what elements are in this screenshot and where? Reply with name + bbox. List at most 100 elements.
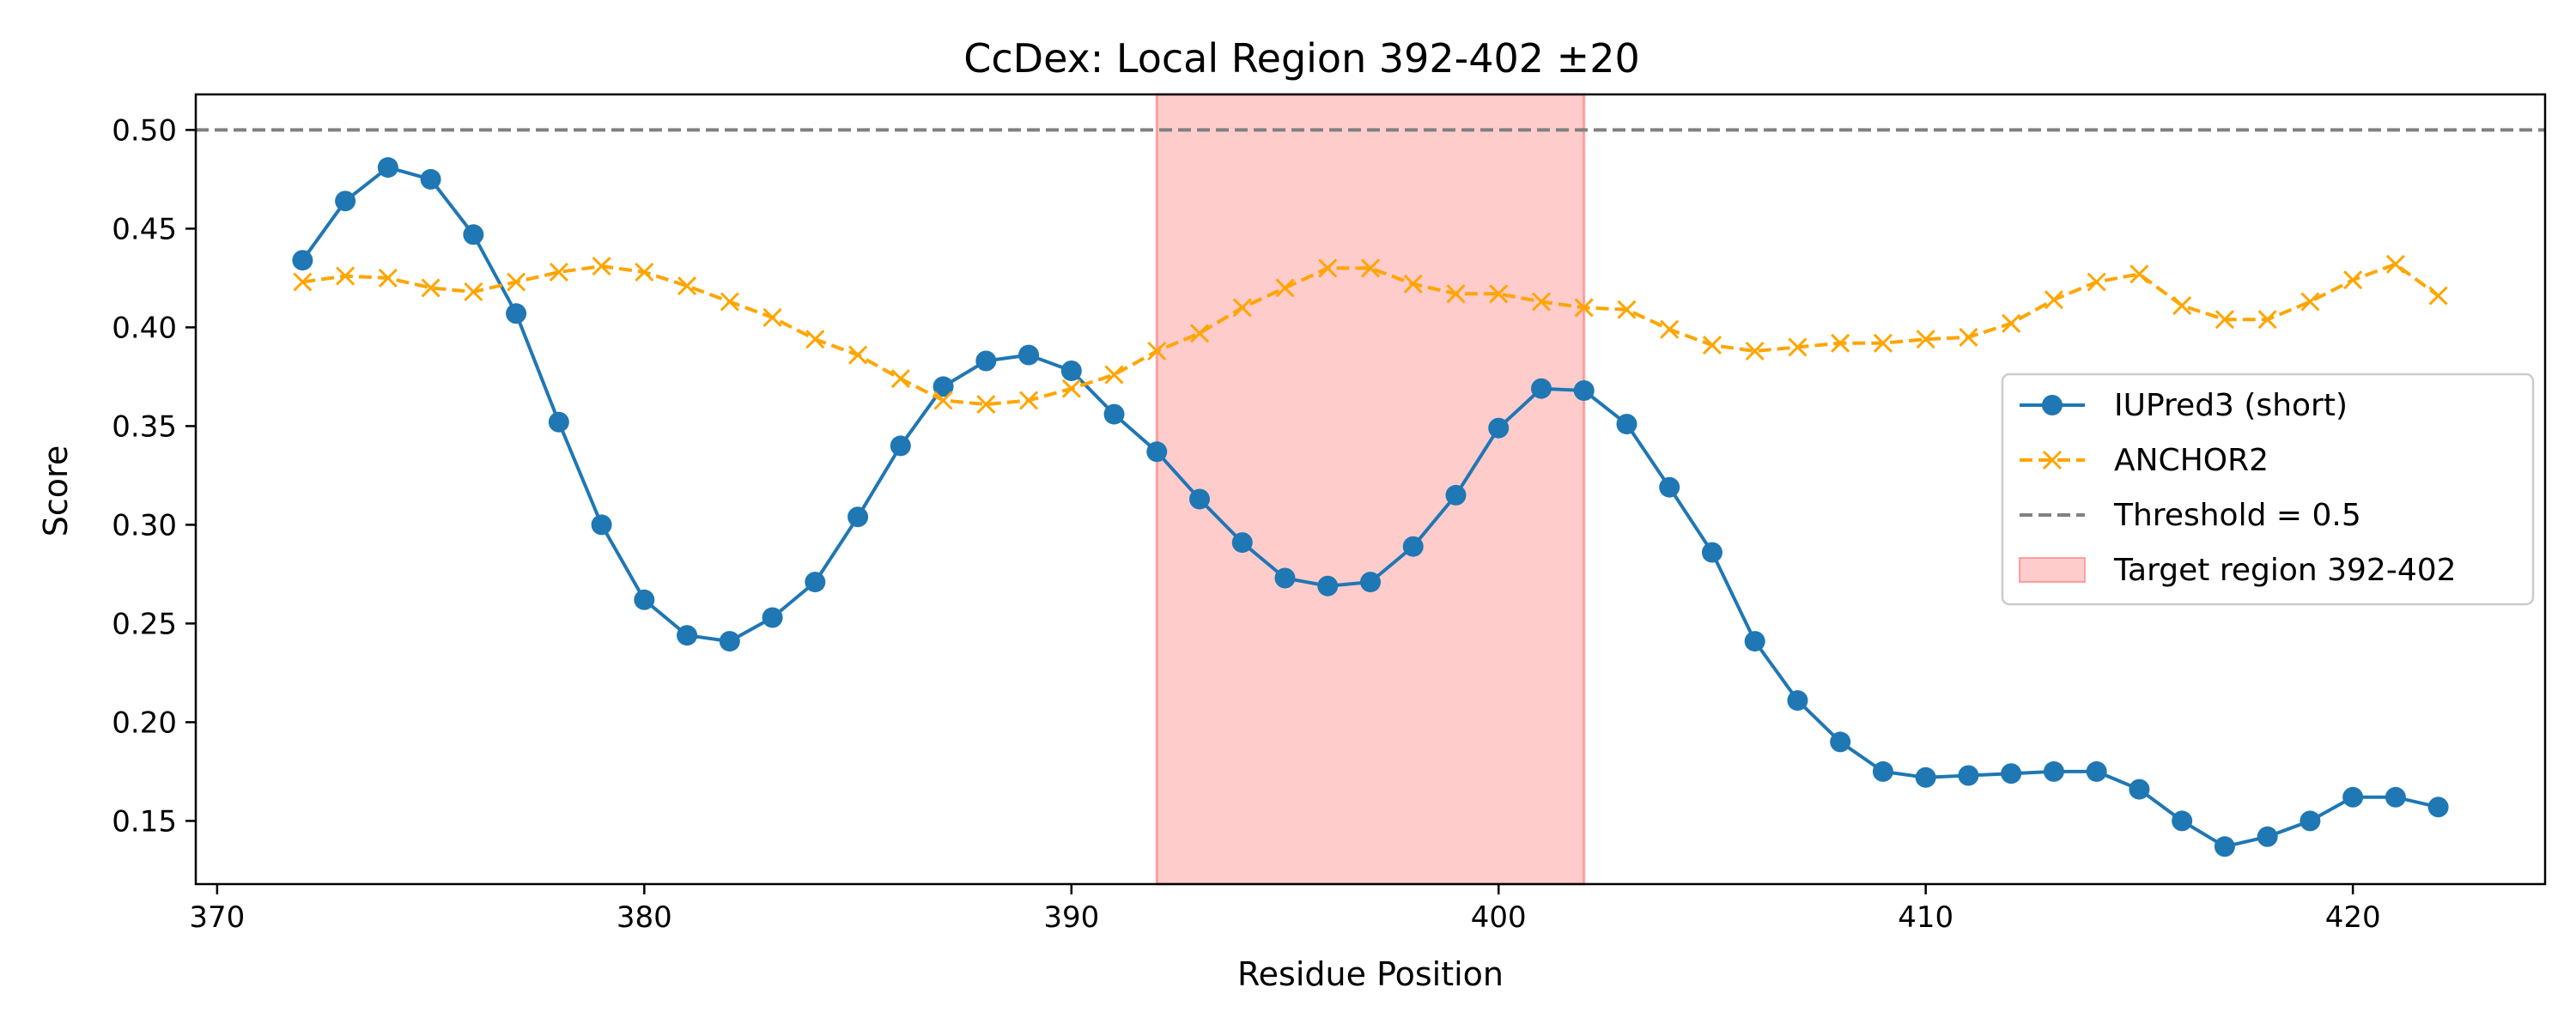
- legend-swatch: [2019, 557, 2086, 583]
- data-point: [592, 257, 611, 276]
- data-point: [1060, 360, 1082, 381]
- data-point: [2300, 810, 2321, 832]
- data-point: [1745, 341, 1765, 361]
- y-tick-label: 0.20: [112, 706, 177, 740]
- data-point: [805, 330, 825, 349]
- y-tick-label: 0.50: [112, 113, 177, 148]
- data-point: [2002, 313, 2021, 333]
- data-point: [2257, 826, 2278, 847]
- data-point: [378, 268, 398, 288]
- data-point: [1147, 341, 1167, 361]
- data-point: [507, 272, 526, 292]
- marker-stroke: [890, 369, 910, 389]
- marker-stroke: [1959, 327, 1978, 347]
- marker-stroke: [1489, 284, 1509, 304]
- data-point: [1616, 414, 1637, 435]
- data-point: [2342, 786, 2364, 808]
- marker-stroke: [592, 257, 611, 276]
- legend-marker: [2042, 450, 2063, 470]
- data-point: [2427, 797, 2449, 818]
- y-tick-label: 0.35: [112, 409, 177, 444]
- data-point: [1104, 365, 1124, 385]
- x-tick-label: 390: [1043, 900, 1099, 935]
- marker-stroke: [2044, 290, 2063, 310]
- data-point: [2215, 310, 2234, 330]
- data-point: [720, 292, 739, 312]
- data-point: [1488, 417, 1510, 439]
- y-axis: 0.15 0.20 0.25 0.30 0.35 0.40 0.45 0.50: [112, 113, 196, 839]
- y-tick-label: 0.15: [112, 804, 177, 839]
- data-point: [336, 266, 355, 286]
- data-point: [2214, 836, 2235, 857]
- marker-stroke: [635, 262, 654, 282]
- y-tick-label: 0.40: [112, 311, 177, 345]
- legend-label: ANCHOR2: [2114, 443, 2269, 478]
- data-point: [1189, 488, 1211, 510]
- data-point: [1574, 298, 1594, 318]
- data-point: [1403, 274, 1423, 294]
- marker-stroke: [762, 307, 782, 327]
- data-point: [1275, 278, 1295, 298]
- data-point: [976, 395, 996, 415]
- data-point: [975, 350, 997, 372]
- data-point: [2172, 810, 2193, 832]
- marker-stroke: [1788, 337, 1807, 357]
- data-point: [1402, 536, 1424, 557]
- marker-stroke: [1574, 298, 1594, 318]
- data-point: [890, 435, 911, 457]
- x-tick-label: 410: [1898, 900, 1953, 935]
- data-point: [293, 272, 313, 292]
- data-point: [1830, 731, 1851, 753]
- data-point: [2343, 270, 2363, 290]
- data-point: [1360, 258, 1381, 278]
- data-point: [1873, 333, 1893, 353]
- data-point: [2044, 290, 2063, 310]
- marker-stroke: [2215, 310, 2234, 330]
- marker-stroke: [1702, 336, 1722, 355]
- legend-label: IUPred3 (short): [2114, 388, 2348, 423]
- marker-stroke: [421, 278, 440, 298]
- data-point: [1531, 292, 1552, 312]
- data-point: [1831, 333, 1850, 353]
- data-point: [1489, 284, 1509, 304]
- data-point: [1360, 572, 1381, 593]
- data-point: [1617, 300, 1637, 319]
- marker-stroke: [1189, 324, 1210, 343]
- data-point: [933, 391, 953, 410]
- data-point: [335, 191, 356, 212]
- marker-stroke: [1916, 330, 1935, 349]
- marker-stroke: [2343, 270, 2363, 290]
- plot-frame: [194, 93, 2547, 886]
- data-point: [933, 376, 954, 397]
- marker-stroke: [507, 272, 526, 292]
- data-point: [2172, 296, 2192, 316]
- marker-stroke: [1018, 391, 1039, 410]
- data-point: [463, 224, 484, 245]
- data-point: [2001, 763, 2022, 785]
- marker-stroke: [1147, 341, 1167, 361]
- marker-stroke: [1745, 341, 1765, 361]
- data-point: [805, 572, 826, 593]
- x-axis-label: Residue Position: [1237, 955, 1504, 993]
- marker-stroke: [2129, 264, 2149, 284]
- marker-stroke: [805, 330, 825, 349]
- data-point: [890, 369, 910, 389]
- data-point: [420, 168, 441, 190]
- data-point: [377, 157, 398, 179]
- marker-stroke: [1446, 284, 1466, 304]
- data-point: [677, 625, 698, 646]
- data-point: [1317, 575, 1339, 597]
- data-point: [2300, 292, 2320, 312]
- data-point: [1916, 330, 1935, 349]
- legend-label: Threshold = 0.5: [2113, 498, 2361, 533]
- legend-box: [2001, 373, 2535, 606]
- legend-label: Target region 392-402: [2113, 553, 2457, 588]
- target-region: [1155, 93, 1586, 886]
- marker-stroke: [1318, 258, 1338, 278]
- data-point: [292, 250, 313, 271]
- data-point: [1061, 379, 1081, 398]
- data-point: [1573, 380, 1595, 401]
- data-point: [635, 262, 654, 282]
- data-point: [2428, 286, 2448, 306]
